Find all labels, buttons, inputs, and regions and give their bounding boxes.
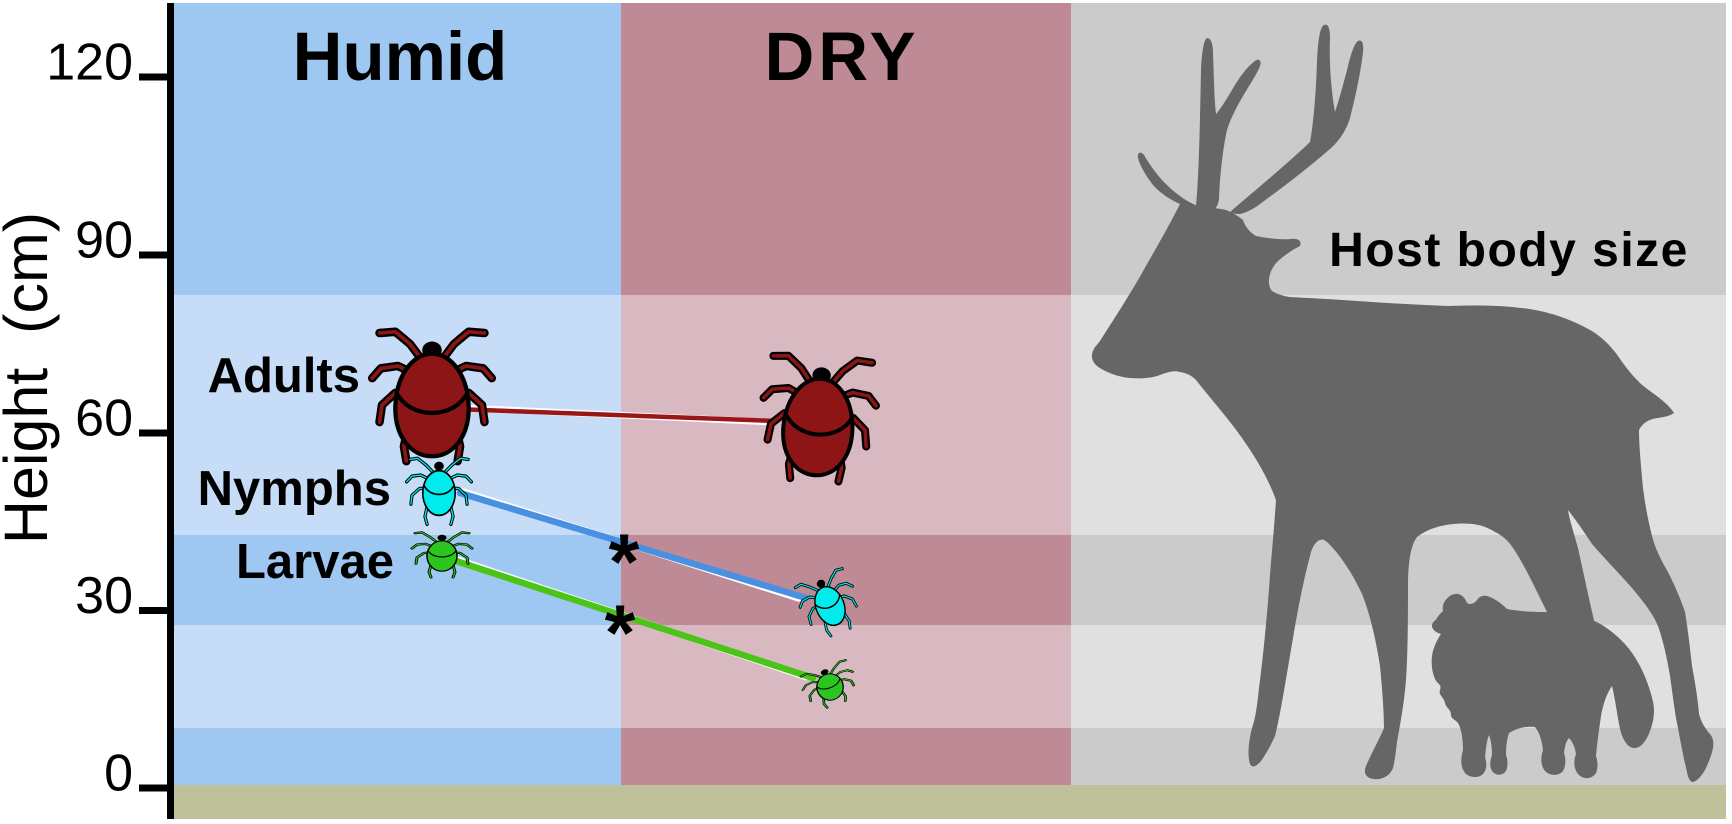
svg-text:120: 120 — [46, 34, 133, 92]
svg-text:*: * — [609, 517, 640, 606]
svg-text:90: 90 — [75, 212, 133, 270]
svg-text:60: 60 — [75, 390, 133, 448]
svg-text:30: 30 — [75, 567, 133, 625]
svg-text:Humid: Humid — [293, 18, 508, 95]
svg-text:0: 0 — [104, 745, 133, 803]
svg-text:Nymphs: Nymphs — [198, 462, 391, 516]
svg-text:*: * — [605, 588, 636, 677]
svg-text:Adults: Adults — [208, 349, 360, 403]
svg-text:Height (cm): Height (cm) — [0, 212, 60, 544]
svg-text:DRY: DRY — [764, 18, 919, 95]
svg-text:Larvae: Larvae — [236, 535, 394, 589]
svg-text:Host body size: Host body size — [1329, 224, 1689, 277]
